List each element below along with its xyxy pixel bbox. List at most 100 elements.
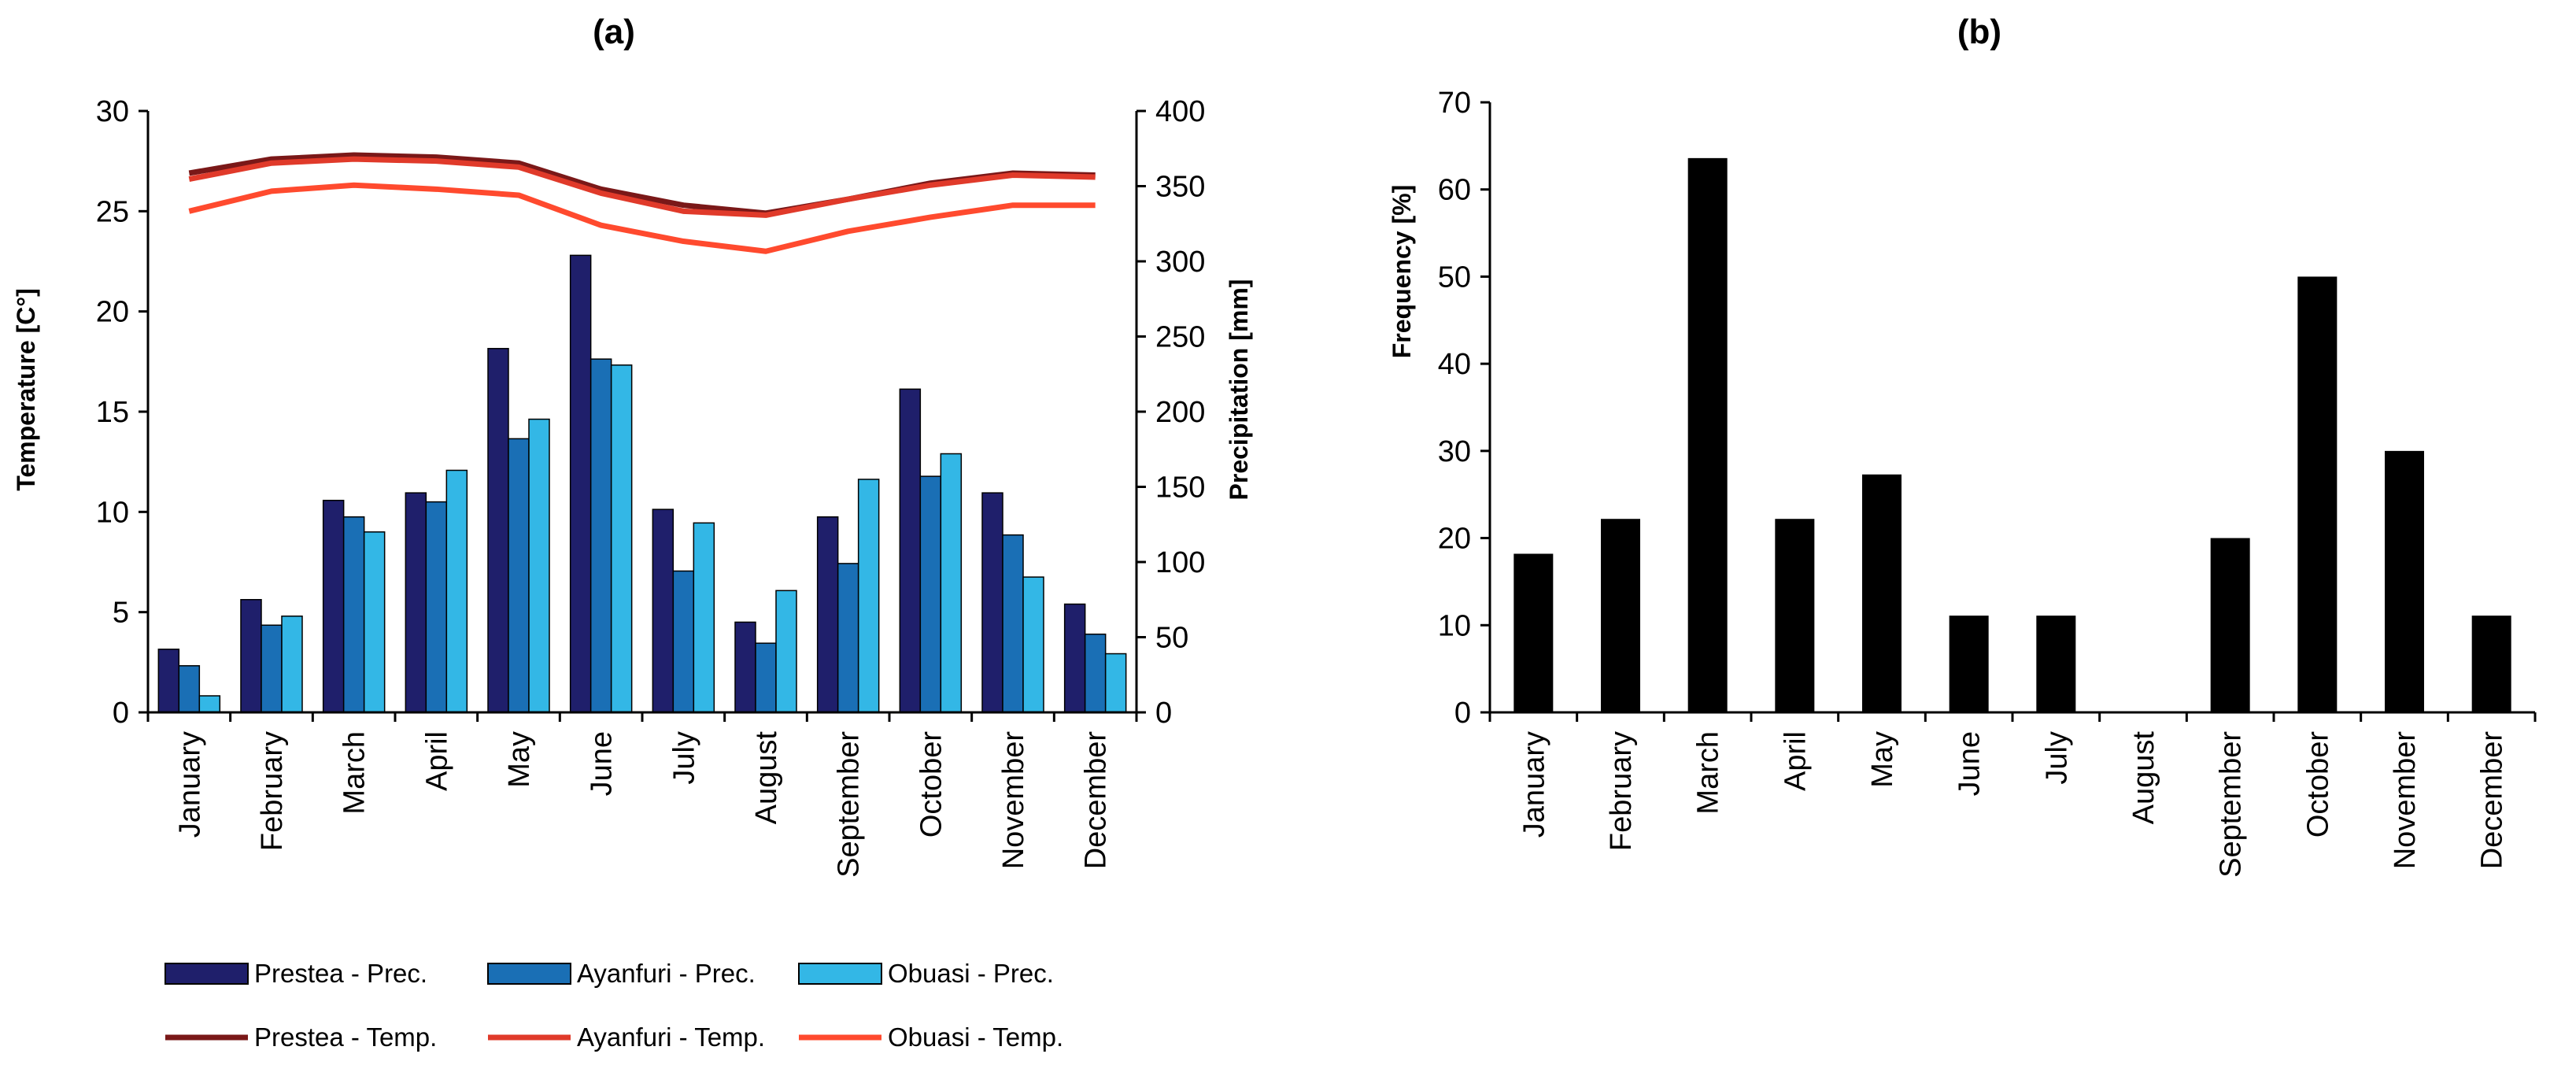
b-axes: 0 10 20 30 40 50 60 70 January February March April… (1438, 87, 2537, 878)
b-bar (1513, 553, 1554, 712)
a-legend-swatch (164, 963, 249, 985)
b-ytick-label: 50 (1438, 261, 1471, 294)
panel-b-title: (b) (1957, 13, 2001, 51)
a-ytick-label: 30 (96, 95, 129, 128)
a-bar (528, 418, 550, 713)
a-bar (672, 570, 695, 713)
chart-b: 0 10 20 30 40 50 60 70 January February March April… (1388, 87, 2537, 878)
a-bar (261, 624, 283, 713)
b-bar (1775, 519, 1815, 712)
a-temp-line (188, 156, 1096, 218)
b-bar (1949, 616, 1989, 712)
a-xtick-label: February (256, 731, 289, 851)
b-xtick-label: October (2301, 731, 2334, 838)
b-xtick-label: January (1517, 731, 1550, 838)
a-bar (240, 599, 262, 713)
a-ytick-label: 15 (96, 396, 129, 429)
a-y2tick-label: 300 (1155, 246, 1205, 279)
panel-a-title: (a) (593, 13, 635, 51)
a-ytick-label: 0 (113, 697, 129, 730)
a-y2tick-label: 0 (1155, 697, 1172, 730)
a-ytick-label: 5 (113, 597, 129, 630)
a-bar (405, 492, 427, 713)
a-bar (157, 649, 180, 713)
a-bar (322, 499, 345, 713)
a-bar (445, 469, 468, 713)
a-bar (775, 590, 797, 713)
a-bar (857, 479, 880, 713)
a-bar (1063, 603, 1086, 713)
a-legend-label: Prestea - Prec. (254, 959, 427, 988)
b-ylabel: Frequency [%] (1388, 185, 1416, 358)
a-bar (940, 453, 963, 713)
a-bar (425, 501, 448, 713)
a-xtick-label: December (1080, 731, 1113, 870)
a-bars (157, 254, 1127, 713)
b-bar (2036, 616, 2076, 712)
a-axes: 051015202530050100150200250300350400Janu… (96, 95, 1206, 878)
a-xtick-label: July (667, 731, 700, 785)
a-bar (342, 516, 365, 713)
a-bar (1002, 534, 1024, 713)
a-bar (919, 475, 942, 713)
a-legend-swatch (487, 963, 571, 985)
b-xtick-label: July (2040, 731, 2073, 785)
a-bar (178, 665, 201, 713)
a-bar (755, 642, 777, 713)
a-bar (363, 531, 386, 713)
b-xtick-label: March (1692, 731, 1725, 815)
b-ytick-label: 10 (1438, 609, 1471, 642)
b-bar (2297, 276, 2338, 712)
a-ytick-label: 20 (96, 296, 129, 329)
a-legend-swatch (798, 963, 882, 985)
a-legend-label: Ayanfuri - Prec. (577, 959, 756, 988)
a-xtick-label: May (503, 731, 536, 788)
a-bar (281, 616, 303, 713)
a-bar (816, 516, 839, 713)
b-bar (2471, 616, 2511, 712)
b-xtick-label: September (2215, 731, 2248, 878)
a-bar (1084, 633, 1107, 713)
b-xtick-label: December (2476, 731, 2509, 870)
a-ytick-label: 10 (96, 496, 129, 529)
a-bar (1022, 576, 1044, 713)
b-ytick-label: 70 (1438, 87, 1471, 120)
chart-a: 051015202530050100150200250300350400Janu… (12, 95, 1253, 1052)
b-ytick-label: 30 (1438, 435, 1471, 468)
a-bar (693, 522, 715, 713)
a-y2tick-label: 400 (1155, 95, 1205, 128)
a-xtick-label: August (750, 731, 783, 825)
a-bar (899, 388, 922, 713)
a-bar (569, 254, 592, 713)
a-xtick-label: October (915, 731, 948, 838)
a-xtick-label: April (420, 731, 453, 791)
a-bar (652, 508, 674, 713)
b-bar (2385, 450, 2424, 712)
b-bar (1687, 157, 1728, 712)
a-ylabel: Temperature [C°] (12, 288, 40, 491)
a-y2label: Precipitation [mm] (1225, 279, 1253, 501)
a-legend-label: Obuasi - Prec. (888, 959, 1054, 988)
a-y2tick-label: 250 (1155, 321, 1205, 354)
b-xtick-label: February (1605, 731, 1638, 851)
a-bar (837, 563, 859, 713)
a-legend-label: Ayanfuri - Temp. (577, 1022, 765, 1052)
b-ytick-label: 40 (1438, 348, 1471, 381)
a-y2tick-label: 50 (1155, 622, 1188, 655)
b-ytick-label: 60 (1438, 174, 1471, 207)
a-xtick-label: September (833, 731, 866, 878)
a-bar (981, 492, 1003, 713)
b-xtick-label: November (2389, 731, 2422, 870)
a-bar (734, 621, 756, 713)
b-xtick-label: June (1953, 731, 1987, 796)
a-bar (1104, 653, 1127, 713)
a-temp-line (188, 182, 1096, 254)
a-ytick-label: 25 (96, 195, 129, 228)
a-bar (508, 438, 530, 713)
a-xtick-label: January (173, 731, 206, 838)
a-y2tick-label: 150 (1155, 471, 1205, 505)
b-bar (2210, 538, 2250, 712)
a-legend: Prestea - Prec. Ayanfuri - Prec. Obuasi - … (164, 959, 1063, 1052)
a-y2tick-label: 200 (1155, 396, 1205, 429)
